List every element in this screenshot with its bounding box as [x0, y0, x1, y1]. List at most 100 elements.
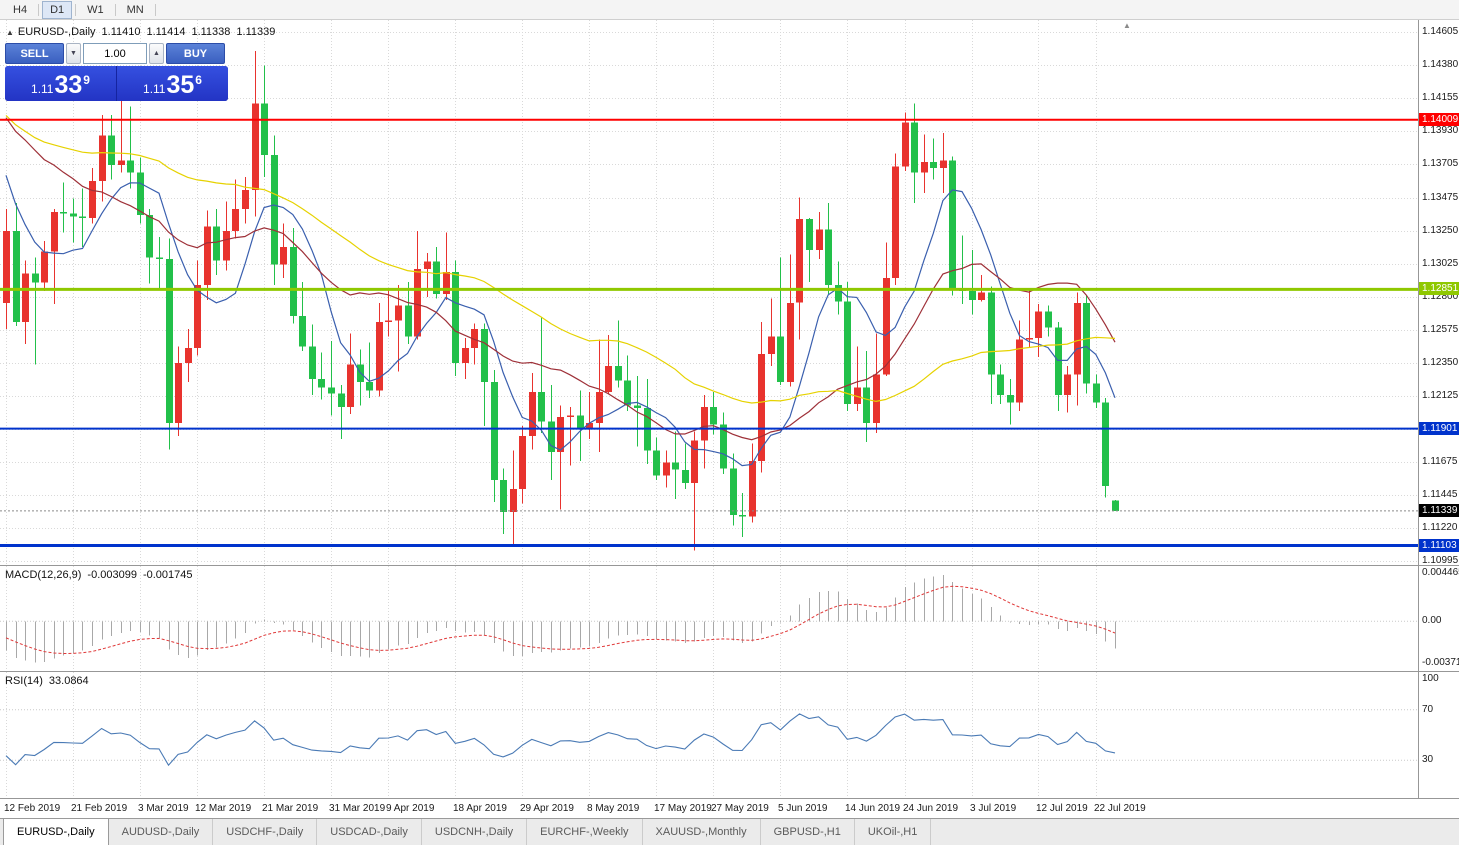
time-axis-label: 27 May 2019 [711, 803, 769, 814]
price-axis-label: 1.11675 [1422, 456, 1458, 467]
readout-open: 1.11410 [101, 26, 141, 38]
chart-shift-marker-icon: ▲ [1123, 21, 1131, 30]
candlestick-svg [0, 20, 1418, 565]
time-axis-label: 29 Apr 2019 [520, 803, 574, 814]
price-axis-label: 1.13250 [1422, 225, 1459, 236]
timeframe-button-mn[interactable]: MN [126, 3, 144, 16]
ma-line-8 [5, 175, 1116, 467]
grid-layer [0, 20, 1418, 565]
buy-price-prefix: 1.11 [143, 82, 166, 96]
time-axis-label: 21 Feb 2019 [71, 803, 128, 814]
price-badge-1.11339: 1.11339 [1419, 504, 1459, 517]
macd-panel: MACD(12,26,9) -0.003099 -0.001745 0.0044… [0, 565, 1459, 671]
time-axis-label: 14 Jun 2019 [845, 803, 901, 814]
chart-tabs-bar: EURUSD-,Daily AUDUSD-,Daily USDCHF-,Daily U… [0, 818, 1459, 845]
tab-usdchf-daily[interactable]: USDCHF-,Daily [213, 819, 318, 845]
ohlc-readout: ▲ EURUSD-,Daily 1.11410 1.11414 1.11338 … [6, 26, 281, 38]
macd-signal-line [5, 585, 1116, 655]
rsi-value: 33.0864 [48, 675, 89, 687]
buy-price-pipette: 6 [195, 73, 202, 87]
price-chart-canvas[interactable]: ▲ EURUSD-,Daily 1.11410 1.11414 1.11338 … [0, 20, 1419, 565]
rsi-axis-label: 30 [1422, 754, 1434, 765]
tab-usdcnh-daily[interactable]: USDCNH-,Daily [422, 819, 528, 845]
price-axis-label: 1.12800 [1422, 291, 1459, 302]
time-axis-label: 3 Jul 2019 [970, 803, 1017, 814]
price-badge-1.12851: 1.12851 [1419, 282, 1459, 295]
time-axis-label: 12 Jul 2019 [1036, 803, 1088, 814]
sell-price-big-digits: 33 [54, 71, 83, 99]
tab-eurchf-weekly[interactable]: EURCHF-,Weekly [527, 819, 643, 845]
rsi-name: RSI(14) [5, 675, 43, 687]
price-badge-1.11103: 1.11103 [1419, 539, 1459, 552]
rsi-axis-label: 70 [1422, 704, 1434, 715]
buy-price-display[interactable]: 1.11 35 6 [117, 66, 228, 101]
rsi-line [5, 713, 1116, 767]
readout-symbol: EURUSD-,Daily [17, 26, 96, 38]
timeframe-button-d1[interactable]: D1 [42, 0, 73, 19]
readout-close: 1.11339 [236, 26, 276, 38]
ma-line-45 [5, 114, 1116, 404]
time-axis: 12 Feb 2019 21 Feb 2019 3 Mar 2019 12 Mar 2… [0, 798, 1459, 818]
trade-panel-expander-icon[interactable]: ▲ [6, 27, 14, 37]
time-axis-label: 9 Apr 2019 [386, 803, 435, 814]
macd-axis-label: 0.00 [1422, 615, 1442, 626]
buy-button[interactable]: BUY [166, 43, 225, 64]
volume-decrease-button[interactable]: ▼ [66, 43, 81, 64]
price-axis-label: 1.12125 [1422, 390, 1459, 401]
macd-label: MACD(12,26,9) -0.003099 -0.001745 [5, 569, 193, 581]
price-axis-label: 1.13705 [1422, 158, 1459, 169]
price-axis: 1.14605 1.14380 1.14155 1.13930 1.13705 1.134… [1419, 20, 1459, 565]
timeframe-button-w1[interactable]: W1 [87, 3, 104, 16]
timeframe-button-h4[interactable]: H4 [13, 3, 28, 16]
main-chart-panel: ▲ EURUSD-,Daily 1.11410 1.11414 1.11338 … [0, 20, 1459, 565]
sell-button[interactable]: SELL [5, 43, 64, 64]
rsi-grid [6, 672, 1097, 798]
macd-axis-label: 0.004465 [1422, 567, 1459, 578]
price-axis-label: 1.14155 [1422, 92, 1459, 103]
time-axis-label: 21 Mar 2019 [262, 803, 319, 814]
time-axis-label: 8 May 2019 [587, 803, 640, 814]
time-axis-label: 12 Mar 2019 [195, 803, 252, 814]
price-axis-label: 1.12350 [1422, 357, 1459, 368]
time-axis-label: 17 May 2019 [654, 803, 712, 814]
toolbar-separator [154, 3, 156, 16]
rsi-axis-label: 100 [1422, 673, 1439, 684]
price-badge-1.11901: 1.11901 [1419, 422, 1459, 435]
sell-price-display[interactable]: 1.11 33 9 [5, 66, 116, 101]
readout-low: 1.11338 [191, 26, 231, 38]
price-badge-1.14009: 1.14009 [1419, 113, 1459, 126]
volume-input[interactable] [83, 43, 147, 64]
macd-svg [0, 566, 1418, 671]
price-axis-label: 1.14380 [1422, 59, 1459, 70]
price-axis-label: 1.13025 [1422, 258, 1459, 269]
time-axis-label: 18 Apr 2019 [453, 803, 507, 814]
timeframe-buttons: H4 D1 W1 MN [5, 0, 159, 19]
time-axis-label: 3 Mar 2019 [138, 803, 189, 814]
price-axis-label: 1.13475 [1422, 192, 1459, 203]
tab-ukoil-h1[interactable]: UKOil-,H1 [855, 819, 932, 845]
rsi-svg [0, 672, 1418, 798]
macd-signal-value: -0.001745 [142, 569, 193, 581]
volume-increase-button[interactable]: ▲ [149, 43, 164, 64]
macd-histogram [6, 575, 1116, 663]
time-axis-label: 24 Jun 2019 [903, 803, 959, 814]
time-axis-label: 5 Jun 2019 [778, 803, 828, 814]
rsi-canvas: RSI(14) 33.0864 [0, 672, 1419, 798]
toolbar-separator [75, 3, 77, 16]
tab-eurusd-daily[interactable]: EURUSD-,Daily [3, 819, 109, 845]
sell-price-prefix: 1.11 [31, 82, 54, 96]
macd-name: MACD(12,26,9) [5, 569, 82, 581]
time-axis-label: 22 Jul 2019 [1094, 803, 1146, 814]
tab-gbpusd-h1[interactable]: GBPUSD-,H1 [761, 819, 855, 845]
rsi-axis: 100 70 30 [1419, 672, 1459, 798]
tab-xauusd-monthly[interactable]: XAUUSD-,Monthly [643, 819, 761, 845]
tab-audusd-daily[interactable]: AUDUSD-,Daily [109, 819, 214, 845]
tab-usdcad-daily[interactable]: USDCAD-,Daily [317, 819, 422, 845]
macd-value: -0.003099 [87, 569, 137, 581]
macd-axis-label: -0.00371 [1422, 657, 1459, 668]
price-axis-label: 1.10995 [1422, 555, 1459, 565]
ma-line-20 [5, 117, 1116, 441]
toolbar-separator [38, 3, 40, 16]
price-axis-label: 1.11220 [1422, 522, 1458, 533]
